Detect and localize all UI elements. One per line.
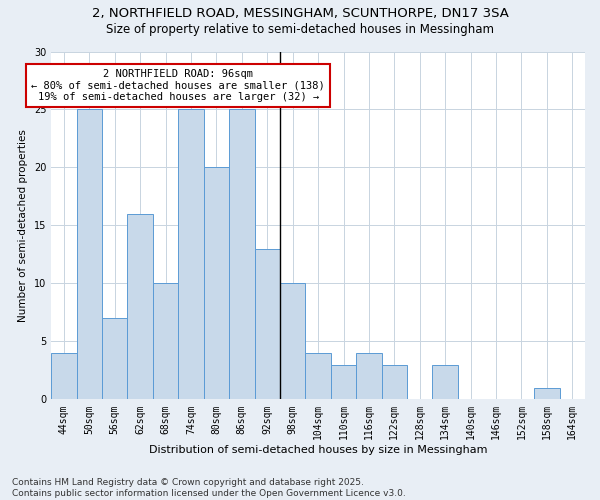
Bar <box>254 248 280 400</box>
Text: Size of property relative to semi-detached houses in Messingham: Size of property relative to semi-detach… <box>106 22 494 36</box>
Bar <box>356 353 382 400</box>
Bar <box>127 214 153 400</box>
Text: Contains HM Land Registry data © Crown copyright and database right 2025.
Contai: Contains HM Land Registry data © Crown c… <box>12 478 406 498</box>
Y-axis label: Number of semi-detached properties: Number of semi-detached properties <box>18 129 28 322</box>
Bar <box>382 364 407 400</box>
Bar <box>331 364 356 400</box>
Bar <box>203 168 229 400</box>
Bar <box>280 284 305 400</box>
Bar <box>229 110 254 400</box>
Bar <box>433 364 458 400</box>
Text: 2, NORTHFIELD ROAD, MESSINGHAM, SCUNTHORPE, DN17 3SA: 2, NORTHFIELD ROAD, MESSINGHAM, SCUNTHOR… <box>92 8 508 20</box>
Text: 2 NORTHFIELD ROAD: 96sqm
← 80% of semi-detached houses are smaller (138)
19% of : 2 NORTHFIELD ROAD: 96sqm ← 80% of semi-d… <box>31 69 325 102</box>
Bar <box>178 110 203 400</box>
X-axis label: Distribution of semi-detached houses by size in Messingham: Distribution of semi-detached houses by … <box>149 445 487 455</box>
Bar <box>153 284 178 400</box>
Bar <box>534 388 560 400</box>
Bar <box>51 353 77 400</box>
Bar <box>305 353 331 400</box>
Bar <box>77 110 102 400</box>
Bar <box>102 318 127 400</box>
